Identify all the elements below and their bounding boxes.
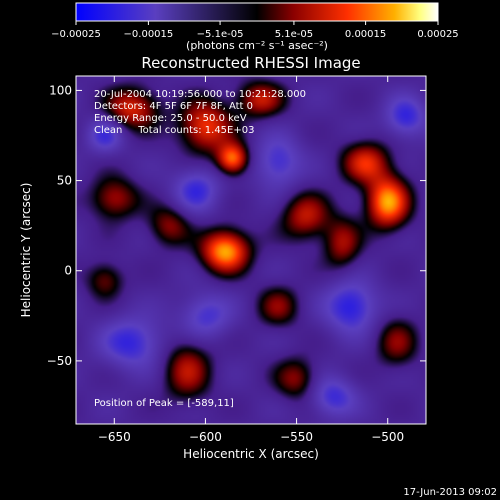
x-tick-label: −550 — [280, 430, 313, 444]
colorbar-units-label: (photons cm⁻² s⁻¹ asec⁻²) — [186, 39, 328, 52]
y-axis-label: Heliocentric Y (arcsec) — [19, 183, 33, 318]
annotation-time-range: 20-Jul-2004 10:19:56.000 to 10:21:28.000 — [94, 89, 306, 100]
heatmap-image — [76, 76, 426, 424]
colorbar-strip — [75, 2, 439, 22]
footer-date: 17-Jun-2013 09:02 — [403, 487, 497, 498]
colorbar-tick-label: −0.00025 — [51, 29, 101, 40]
heatmap-raster — [76, 76, 426, 424]
y-tick-label: 100 — [49, 83, 72, 97]
colorbar-ticks: −0.00025 −0.00015 −5.1e-05 5.1e-05 0.00015 0.… — [51, 21, 459, 40]
colorbar-tick-label: −5.1e-05 — [197, 29, 244, 40]
y-tick-label: −50 — [47, 354, 72, 368]
x-axis: −650 −600 −550 −500 — [98, 76, 404, 444]
x-axis-label: Heliocentric X (arcsec) — [183, 447, 319, 461]
annotation-detectors: Detectors: 4F 5F 6F 7F 8F, Att 0 — [94, 101, 253, 112]
colorbar-tick-label: −0.00015 — [124, 29, 174, 40]
colorbar: −0.00025 −0.00015 −5.1e-05 5.1e-05 0.00015 0.… — [51, 2, 459, 52]
annotation-energy-range: Energy Range: 25.0 - 50.0 keV — [94, 113, 247, 124]
y-axis: −50 0 50 100 — [47, 83, 426, 368]
colorbar-tick-label: 0.00015 — [345, 29, 386, 40]
chart-title: Reconstructed RHESSI Image — [141, 54, 360, 72]
y-tick-label: 50 — [57, 174, 72, 188]
colorbar-tick-label: 5.1e-05 — [275, 29, 313, 40]
peak-position-label: Position of Peak = [-589,11] — [94, 398, 234, 409]
x-tick-label: −600 — [189, 430, 222, 444]
annotation-clean-counts: Clean Total counts: 1.45E+03 — [94, 125, 254, 136]
y-tick-label: 0 — [64, 264, 72, 278]
x-tick-label: −650 — [98, 430, 131, 444]
colorbar-tick-label: 0.00025 — [417, 29, 458, 40]
x-tick-label: −500 — [371, 430, 404, 444]
annotation-block: 20-Jul-2004 10:19:56.000 to 10:21:28.000… — [94, 89, 306, 136]
plot-frame — [75, 75, 427, 425]
